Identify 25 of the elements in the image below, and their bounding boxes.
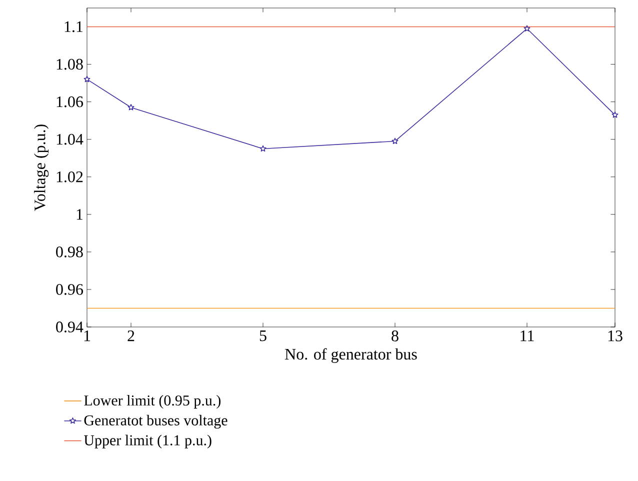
point <box>128 104 134 110</box>
legend-label: Lower limit (0.95 p.u.) <box>84 394 220 409</box>
y-tick-label: 1.1 <box>64 21 83 32</box>
point <box>524 25 530 32</box>
x-tick-label: 8 <box>392 330 398 342</box>
point <box>612 112 618 118</box>
y-tick-label: 0.96 <box>56 284 83 295</box>
legend-label: Generatot buses voltage <box>84 414 228 429</box>
y-tick-label: 1 <box>76 209 83 220</box>
point <box>392 138 398 144</box>
x-axis-title: No. of generator bus <box>285 348 417 363</box>
x-tick-label: 13 <box>608 330 622 342</box>
point <box>260 145 266 152</box>
x-tick-label: 1 <box>84 330 90 342</box>
y-tick-label: 1.04 <box>56 134 84 145</box>
y-tick-label: 0.94 <box>56 322 84 332</box>
y-tick-label: 1.06 <box>56 96 83 108</box>
y-tick-label: 1.08 <box>56 58 83 70</box>
y-tick-label: 0.98 <box>56 246 83 258</box>
y-axis-title: Voltage (p.u.) <box>34 124 49 211</box>
legend-label: Upper limit (1.1 p.u.) <box>84 434 212 448</box>
y-tick-label: 1.02 <box>56 171 83 182</box>
x-tick-label: 2 <box>128 330 134 342</box>
x-tick-label: 5 <box>260 330 266 342</box>
x-tick-label: 11 <box>520 330 534 342</box>
